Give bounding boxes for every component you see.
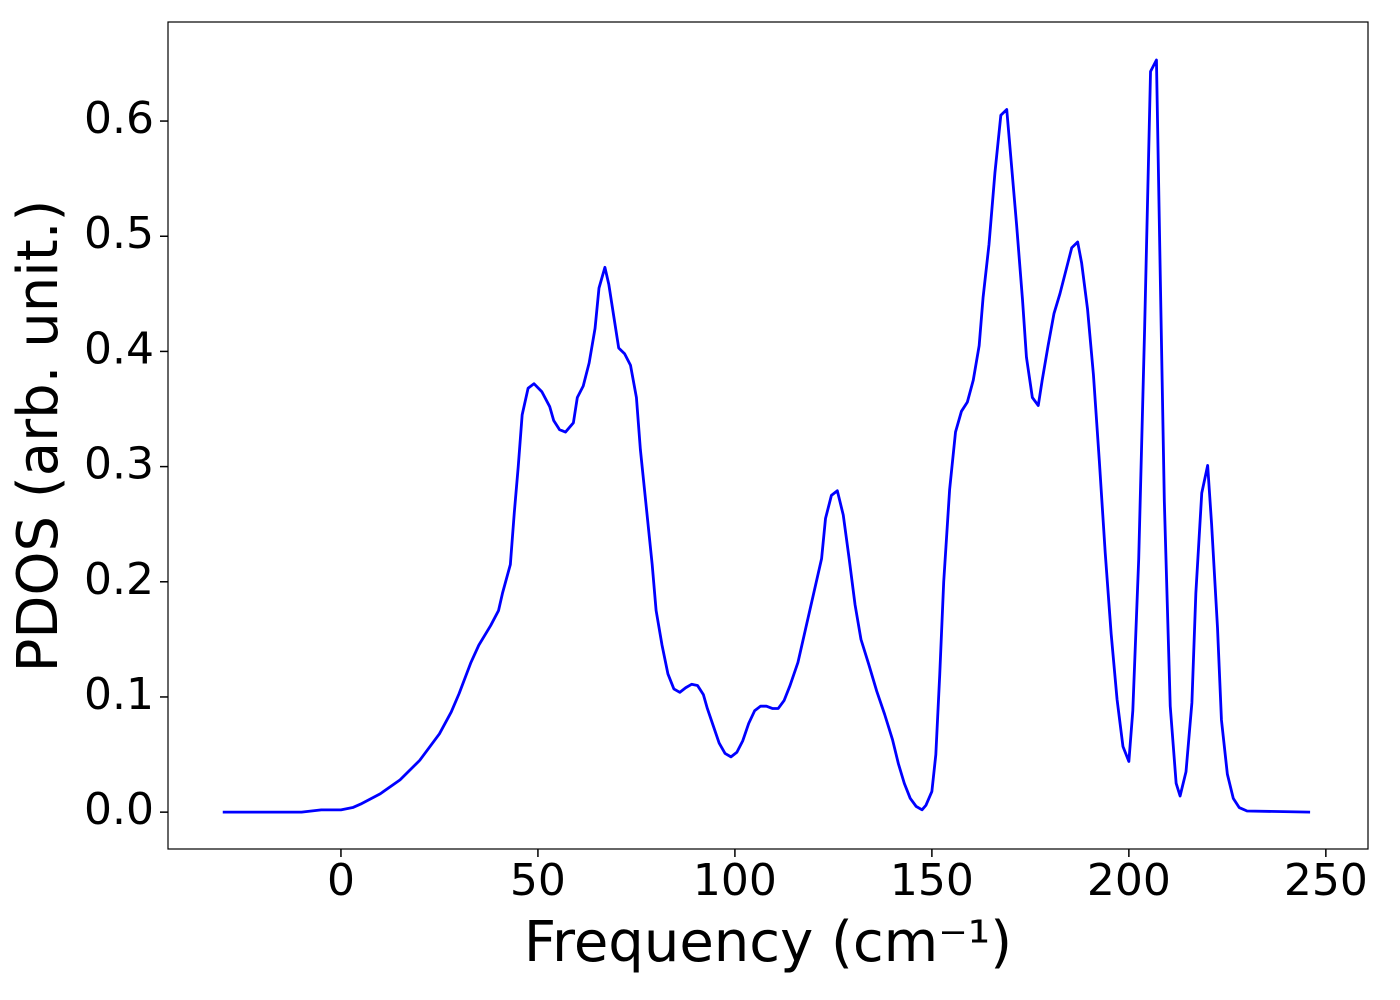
y-tick-label: 0.3 xyxy=(84,439,154,490)
y-tick-label: 0.0 xyxy=(84,784,154,835)
y-tick-label: 0.4 xyxy=(84,323,154,374)
y-tick-label: 0.2 xyxy=(84,554,154,605)
x-tick-label: 250 xyxy=(1284,855,1368,906)
y-axis-label: PDOS (arb. unit.) xyxy=(6,200,71,673)
x-tick-label: 100 xyxy=(693,855,777,906)
y-tick-label: 0.6 xyxy=(84,93,154,144)
x-axis-label: Frequency (cm⁻¹) xyxy=(524,910,1012,975)
x-tick-label: 150 xyxy=(890,855,974,906)
x-tick-label: 200 xyxy=(1087,855,1171,906)
y-tick-label: 0.5 xyxy=(84,208,154,259)
x-tick-label: 0 xyxy=(327,855,355,906)
x-tick-label: 50 xyxy=(510,855,566,906)
y-tick-label: 0.1 xyxy=(84,669,154,720)
line xyxy=(222,58,1311,814)
plot-frame xyxy=(167,21,1369,850)
